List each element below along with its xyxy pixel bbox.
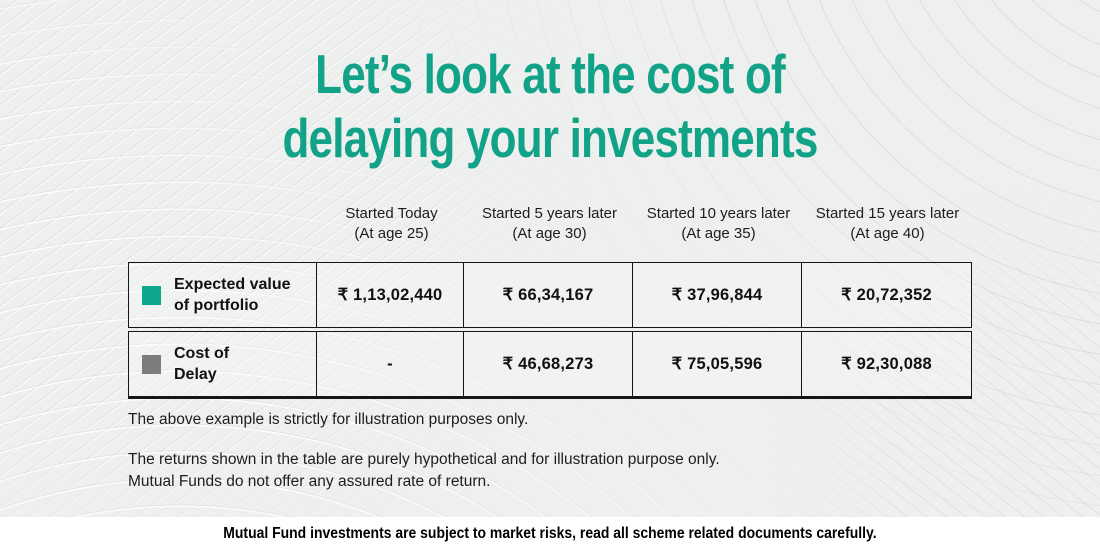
- value-expected-15-years: ₹ 20,72,352: [841, 286, 932, 304]
- column-header-10-years: Started 10 years later (At age 35): [646, 205, 791, 242]
- page-title-line-2: delaying your investments: [282, 107, 818, 169]
- row-label-cell-cost-of-delay: Cost of Delay: [129, 332, 317, 396]
- market-risk-disclaimer: Mutual Fund investments are subject to m…: [223, 524, 877, 542]
- hypothetical-note-line-2: Mutual Funds do not offer any assured ra…: [128, 473, 491, 490]
- value-expected-10-years: ₹ 37,96,844: [633, 263, 802, 327]
- table-row-expected-value: Expected value of portfolio ₹ 1,13,02,44…: [128, 262, 972, 328]
- market-risk-footer: Mutual Fund investments are subject to m…: [0, 517, 1100, 550]
- row-label-expected-value: Expected value of portfolio: [174, 276, 291, 314]
- illustration-note: The above example is strictly for illust…: [128, 411, 529, 428]
- delay-legend-swatch-icon: [142, 354, 161, 374]
- value-expected-today: ₹ 1,13,02,440: [317, 263, 464, 327]
- table-column-headers: Started Today (At age 25) Started 5 year…: [128, 204, 972, 244]
- column-header-spacer: [128, 204, 318, 244]
- value-delay-5-years: ₹ 46,68,273: [464, 332, 633, 396]
- column-header-5-years: Started 5 years later (At age 30): [481, 205, 618, 242]
- page-title: Let’s look at the cost of delaying your …: [110, 42, 990, 170]
- hypothetical-note-line-1: The returns shown in the table are purel…: [128, 451, 720, 468]
- page-title-line-1: Let’s look at the cost of: [315, 43, 786, 105]
- column-header-today: Started Today (At age 25): [345, 205, 438, 242]
- column-header-15-years: Started 15 years later (At age 40): [815, 205, 960, 242]
- row-label-cell-expected-value: Expected value of portfolio: [129, 263, 317, 327]
- portfolio-legend-swatch-icon: [142, 285, 161, 305]
- value-delay-today: -: [317, 332, 464, 396]
- row-label-cost-of-delay: Cost of Delay: [174, 345, 230, 383]
- value-expected-5-years: ₹ 66,34,167: [464, 263, 633, 327]
- disclaimer-notes: The above example is strictly for illust…: [128, 409, 720, 493]
- cost-of-delay-table: Expected value of portfolio ₹ 1,13,02,44…: [128, 262, 972, 399]
- value-delay-10-years: ₹ 75,05,596: [633, 332, 802, 396]
- value-delay-15-years: ₹ 92,30,088: [841, 355, 932, 373]
- table-row-cost-of-delay: Cost of Delay - ₹ 46,68,273 ₹ 75,05,596 …: [128, 331, 972, 399]
